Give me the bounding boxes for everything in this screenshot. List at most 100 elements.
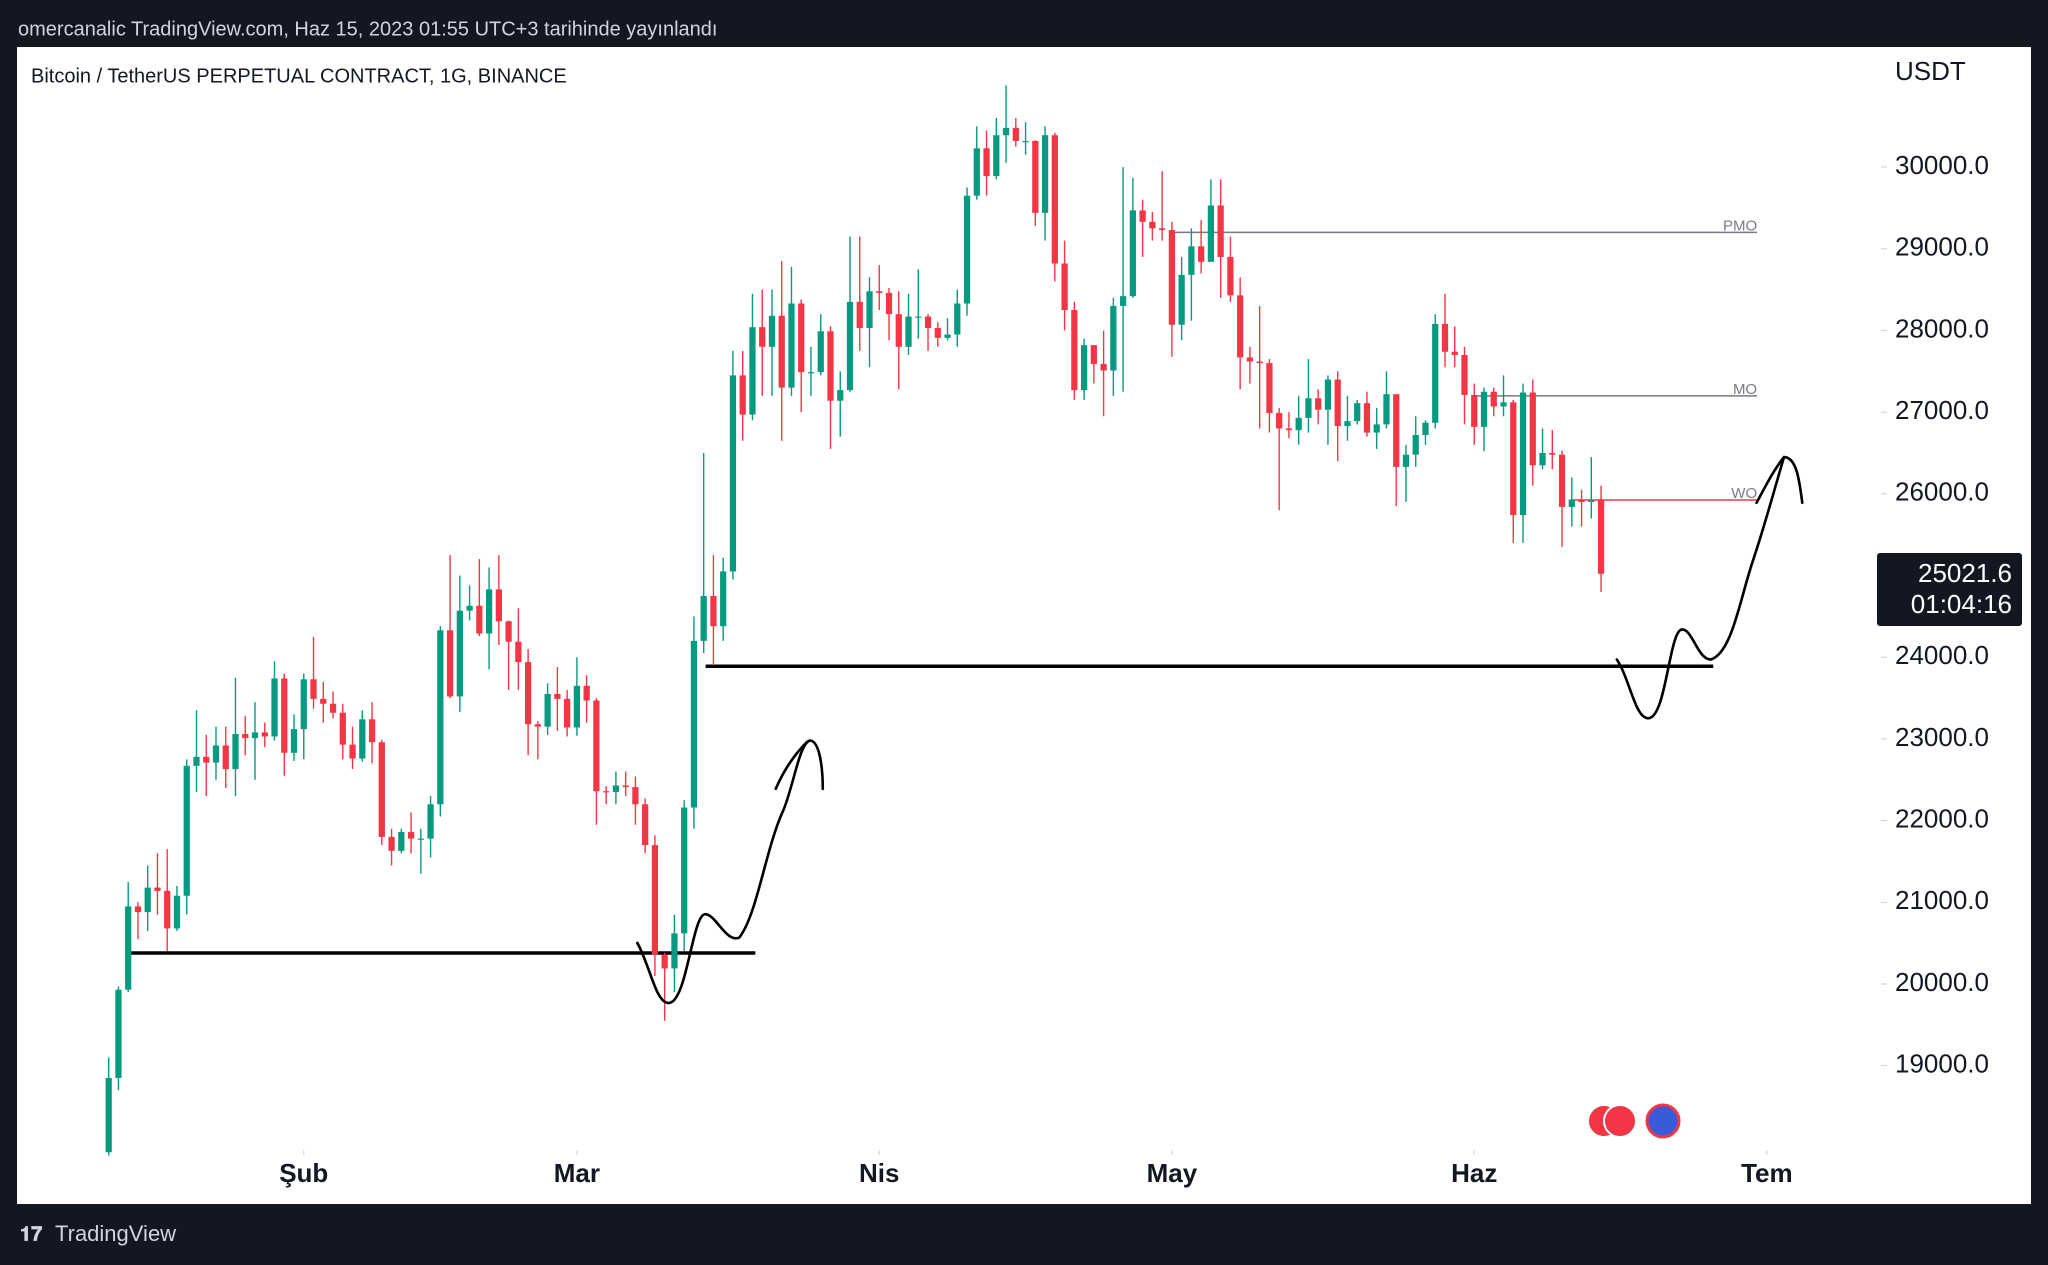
candle-body <box>876 291 883 293</box>
last-price-label: 25021.6 <box>1918 558 2012 588</box>
candle-body <box>885 292 893 315</box>
candle-body <box>193 756 200 766</box>
candle-body <box>593 700 600 792</box>
candle-body <box>554 693 561 699</box>
y-tick-label: 24000.0 <box>1895 640 1989 670</box>
candle-body <box>437 630 444 805</box>
chart-panel <box>17 47 2031 1204</box>
level-label: PMO <box>1723 217 1757 234</box>
candle-body <box>905 316 912 347</box>
candle-body <box>1480 391 1488 427</box>
y-tick-label: 21000.0 <box>1895 885 1989 915</box>
candle-body <box>681 807 688 934</box>
candle-body <box>846 301 854 391</box>
candle-body <box>944 334 951 338</box>
candle-body <box>1451 351 1458 355</box>
candle-body <box>349 744 356 759</box>
x-tick-label: Nis <box>859 1158 899 1188</box>
candle-body <box>1198 246 1205 262</box>
candle-body <box>827 331 834 401</box>
candle-body <box>134 906 142 913</box>
candle-body <box>203 756 210 763</box>
candle-body <box>749 327 756 415</box>
candle-body <box>1159 228 1166 230</box>
candle-body <box>329 703 337 713</box>
candle-body <box>768 315 776 347</box>
candle-body <box>632 787 639 805</box>
candle-body <box>1217 205 1224 257</box>
candle-body <box>1227 256 1234 296</box>
candle-body <box>778 315 785 388</box>
candle-body <box>1412 435 1419 455</box>
candle-body <box>993 135 1000 177</box>
candle-body <box>1041 135 1049 213</box>
candle-body <box>485 589 493 634</box>
candle-body <box>368 719 376 743</box>
candle-body <box>105 1077 112 1153</box>
candle-body <box>378 742 385 837</box>
candle-body <box>817 331 824 373</box>
candle-body <box>476 605 483 634</box>
y-tick-label: 19000.0 <box>1895 1049 1989 1079</box>
level-label: WO <box>1731 485 1757 502</box>
candle-body <box>1373 424 1380 433</box>
candle-body <box>242 734 249 739</box>
event-flag[interactable] <box>1603 1104 1637 1138</box>
header-text: omercanalic TradingView.com, Haz 15, 202… <box>18 18 717 40</box>
candle-body <box>1461 354 1468 395</box>
candle-body <box>1090 345 1097 364</box>
candle-body <box>300 679 307 730</box>
candle-body <box>505 621 512 642</box>
event-flag[interactable] <box>1645 1103 1681 1139</box>
candle-body <box>934 328 941 338</box>
candle-body <box>807 372 815 374</box>
candle-body <box>388 836 395 851</box>
candle-body <box>1500 402 1507 407</box>
candle-body <box>1002 127 1010 136</box>
x-tick-label: Şub <box>279 1158 328 1188</box>
candle-body <box>642 804 649 846</box>
candle-body <box>427 804 434 839</box>
candle-body <box>1324 379 1332 410</box>
currency-label: USDT <box>1895 56 1966 86</box>
candle-body <box>1149 221 1156 229</box>
candle-body <box>583 685 590 701</box>
candle-body <box>1129 210 1136 297</box>
arrow-head <box>1755 455 1786 505</box>
candle-body <box>1344 421 1351 427</box>
candle-body <box>603 791 610 793</box>
candle-body <box>524 662 532 725</box>
candle-body <box>1471 395 1478 427</box>
candle-body <box>1432 323 1439 423</box>
y-tick-label: 20000.0 <box>1895 967 1989 997</box>
candle-body <box>154 887 161 891</box>
candle-body <box>1295 417 1302 431</box>
candle-body <box>320 698 327 704</box>
candle-body <box>759 327 766 347</box>
candle-body <box>1383 394 1390 425</box>
candle-body <box>973 148 980 196</box>
candle-body <box>1246 357 1254 362</box>
x-tick-label: Haz <box>1451 1158 1497 1188</box>
x-tick-label: May <box>1147 1158 1198 1188</box>
candle-body <box>1188 246 1195 275</box>
candle-body <box>1568 499 1575 507</box>
candle-body <box>963 195 971 304</box>
x-tick-label: Tem <box>1741 1158 1793 1188</box>
candle-body <box>164 890 171 929</box>
candle-body <box>690 640 698 808</box>
candle-body <box>710 595 717 627</box>
candle-body <box>271 678 278 737</box>
candle-body <box>173 895 181 929</box>
y-tick-label: 22000.0 <box>1895 803 1989 833</box>
candle-body <box>720 571 727 627</box>
candle-body <box>1539 453 1546 466</box>
candle-body <box>446 630 454 697</box>
candle-body <box>417 838 424 840</box>
candle-body <box>281 678 288 753</box>
candle-body <box>661 954 668 969</box>
candle-body <box>1080 345 1088 391</box>
candle-body <box>1490 391 1497 407</box>
footer-logo: 𝟏𝟕 <box>20 1223 42 1245</box>
